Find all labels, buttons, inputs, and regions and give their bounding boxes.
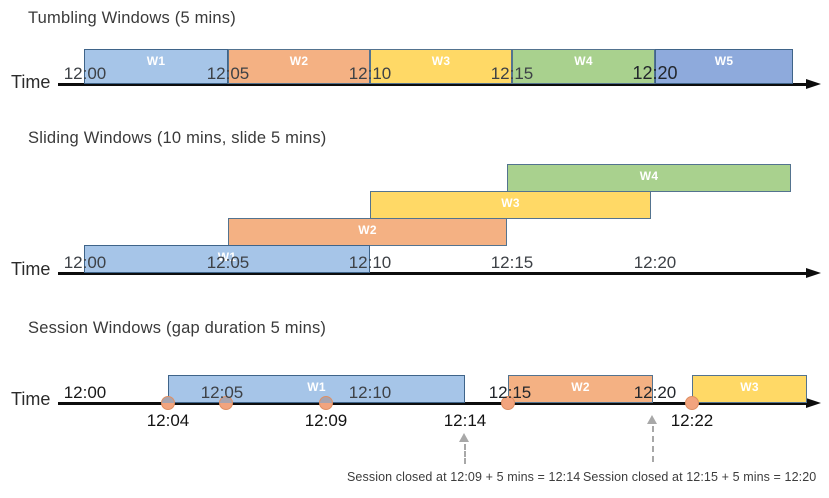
event-dot: [219, 396, 233, 410]
event-time-label: 12:04: [146, 411, 190, 430]
session-window-w2: W2: [508, 375, 653, 403]
session-window-w1: W1: [168, 375, 465, 403]
tick-12-15: 12:15: [490, 64, 534, 83]
window-label: W4: [639, 169, 659, 183]
tick-12-15: 12:15: [488, 383, 532, 402]
session-closed-annotation-2: Session closed at 12:15 + 5 mins = 12:20: [583, 470, 817, 484]
up-arrow-line: [652, 426, 654, 462]
tick-12-00: 12:00: [63, 64, 107, 83]
sliding-axis-arrow-icon: [806, 268, 821, 278]
event-dot: [685, 396, 699, 410]
session-closed-annotation-1: Session closed at 12:09 + 5 mins = 12:14: [347, 470, 581, 484]
event-time-label: 12:09: [304, 411, 348, 430]
tumbling-window-w3: W3: [370, 49, 512, 84]
window-label: W3: [740, 380, 759, 394]
tumbling-window-w1: W1: [84, 49, 228, 84]
session-window-w3: W3: [692, 375, 807, 403]
tumbling-title: Tumbling Windows (5 mins): [28, 9, 236, 27]
tumbling-axis-arrow-icon: [806, 79, 821, 89]
tick-12-20: 12:20: [632, 63, 678, 83]
window-label: W3: [431, 54, 451, 68]
tick-12-20: 12:20: [633, 253, 677, 272]
sliding-axis-line: [58, 272, 806, 275]
up-arrow-line: [464, 444, 466, 464]
window-label: W4: [574, 54, 593, 68]
tick-12-10: 12:10: [348, 383, 392, 402]
window-label: W2: [571, 380, 590, 394]
session-time-axis-label: Time: [11, 389, 51, 409]
window-label: W1: [146, 54, 166, 68]
tick-12-00: 12:00: [63, 383, 107, 402]
session-axis-line: [58, 402, 806, 405]
sliding-window-w2: W2: [228, 218, 507, 246]
tumbling-axis-line: [58, 83, 806, 86]
tick-12-05: 12:05: [200, 383, 244, 402]
sliding-window-w3: W3: [370, 191, 651, 219]
session-axis-arrow-icon: [806, 398, 821, 408]
event-time-label: 12:22: [670, 411, 714, 430]
tick-12-05: 12:05: [206, 64, 250, 83]
tumbling-window-w2: W2: [228, 49, 370, 84]
event-dot: [319, 396, 333, 410]
sliding-window-w4: W4: [507, 164, 791, 192]
sliding-time-axis-label: Time: [11, 259, 51, 279]
tumbling-window-w5: W5: [655, 49, 793, 84]
up-arrow-icon: [647, 415, 657, 424]
event-dot: [161, 396, 175, 410]
tick-12-05: 12:05: [206, 253, 250, 272]
window-label: W1: [307, 380, 326, 394]
event-dot: [501, 396, 515, 410]
sliding-window-w1: W1: [84, 245, 370, 273]
sliding-title: Sliding Windows (10 mins, slide 5 mins): [28, 129, 327, 147]
window-label: W1: [217, 250, 237, 264]
tumbling-time-axis-label: Time: [11, 72, 51, 92]
tick-12-15: 12:15: [490, 253, 534, 272]
window-label: W3: [501, 196, 520, 210]
window-label: W5: [714, 54, 734, 68]
tick-12-10: 12:10: [348, 64, 392, 83]
window-label: W2: [358, 223, 377, 237]
tick-12-20: 12:20: [633, 383, 677, 402]
tick-12-00: 12:00: [63, 253, 107, 272]
up-arrow-icon: [459, 433, 469, 442]
session-title: Session Windows (gap duration 5 mins): [28, 319, 327, 337]
tick-12-10: 12:10: [348, 253, 392, 272]
window-label: W2: [289, 54, 309, 68]
tumbling-window-w4: W4: [512, 49, 655, 84]
event-time-label: 12:14: [443, 411, 487, 430]
